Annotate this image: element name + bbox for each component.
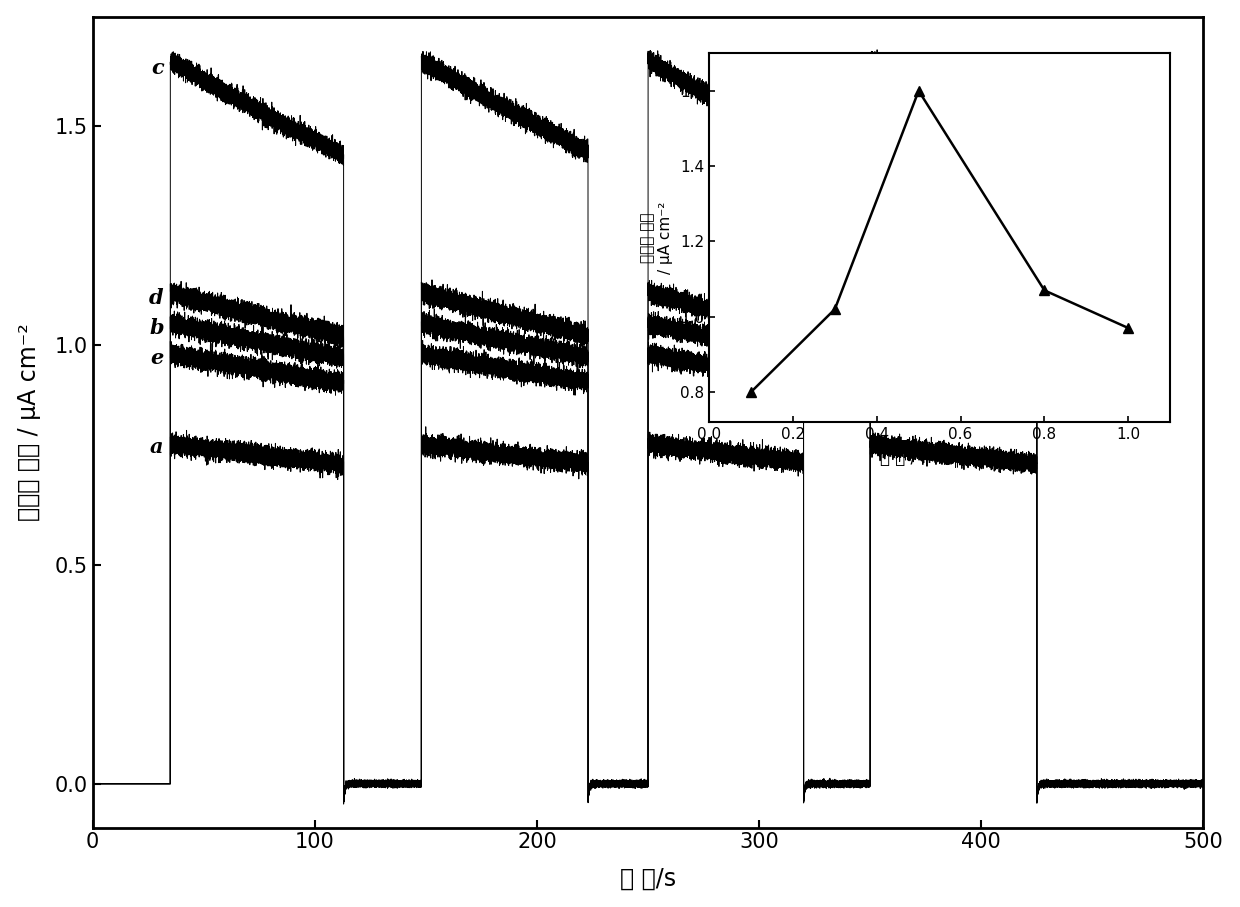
Text: e: e — [150, 348, 164, 368]
Text: b: b — [149, 318, 164, 338]
Y-axis label: 光电流 密度 / μA cm⁻²: 光电流 密度 / μA cm⁻² — [16, 323, 41, 521]
Text: d: d — [149, 288, 164, 307]
Text: c: c — [151, 58, 164, 78]
X-axis label: 时 间/s: 时 间/s — [620, 866, 676, 891]
Text: a: a — [150, 437, 164, 457]
